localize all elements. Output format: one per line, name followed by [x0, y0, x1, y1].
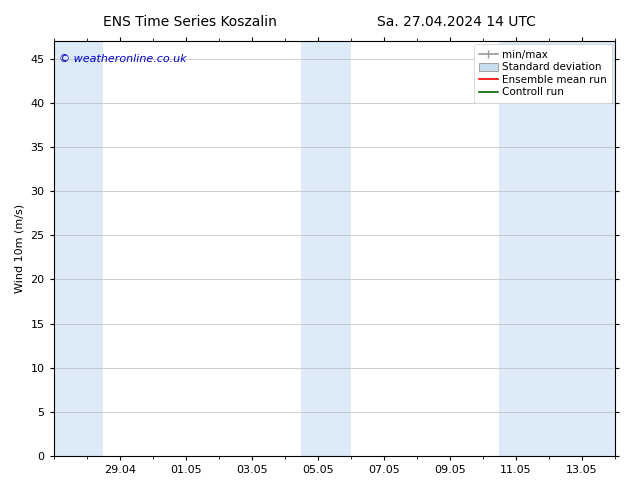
Legend: min/max, Standard deviation, Ensemble mean run, Controll run: min/max, Standard deviation, Ensemble me… — [474, 44, 612, 102]
Text: ENS Time Series Koszalin: ENS Time Series Koszalin — [103, 15, 277, 29]
Text: © weatheronline.co.uk: © weatheronline.co.uk — [60, 54, 187, 64]
Bar — [301, 41, 351, 456]
Text: Sa. 27.04.2024 14 UTC: Sa. 27.04.2024 14 UTC — [377, 15, 536, 29]
Bar — [54, 41, 103, 456]
Y-axis label: Wind 10m (m/s): Wind 10m (m/s) — [15, 204, 25, 293]
Bar — [500, 41, 615, 456]
